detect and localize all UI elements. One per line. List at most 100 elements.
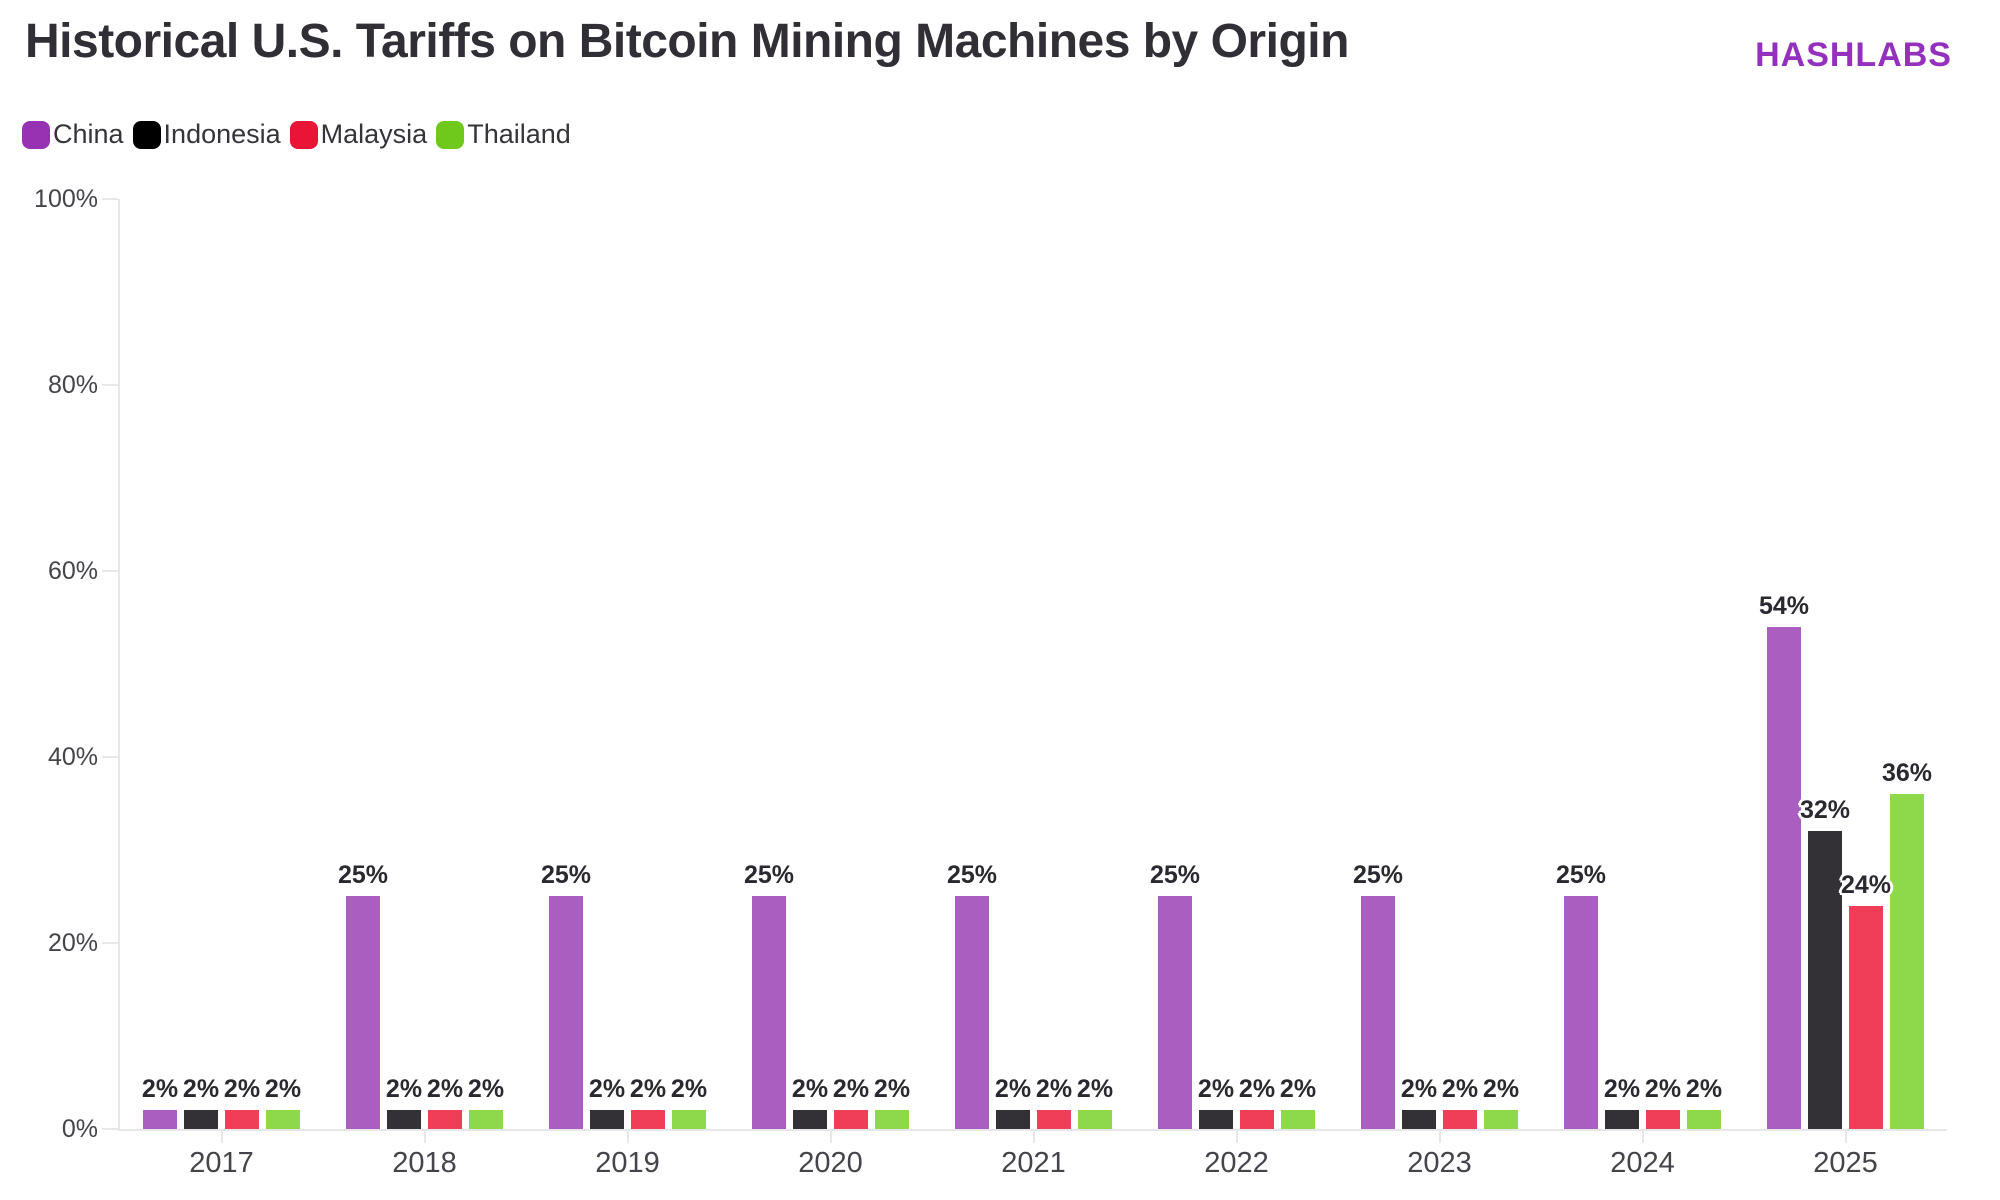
x-axis-label-2021: 2021	[1001, 1147, 1066, 1179]
bar-thailand-2022[interactable]	[1281, 1110, 1315, 1129]
bar-malaysia-2019[interactable]	[631, 1110, 665, 1129]
bar-indonesia-2017[interactable]	[184, 1110, 218, 1129]
bar-value-label: 2%	[223, 1075, 261, 1103]
y-axis-tick	[102, 756, 118, 758]
bar-thailand-2018[interactable]	[469, 1110, 503, 1129]
year-group-2019: 25% 2% 2% 2% 2019	[526, 199, 729, 1179]
y-axis-label: 0%	[61, 1115, 98, 1143]
bar-value-label: 2%	[467, 1075, 505, 1103]
bar-value-label: 2%	[426, 1075, 464, 1103]
bar-value-label: 2%	[1279, 1075, 1317, 1103]
y-axis-label: 40%	[47, 743, 98, 771]
bar-malaysia-2025[interactable]	[1849, 906, 1883, 1129]
y-axis-label: 80%	[47, 371, 98, 399]
y-axis-label: 60%	[47, 557, 98, 585]
year-group-2025: 54% 32% 24% 36% 2025	[1744, 199, 1947, 1179]
bar-value-label: 2%	[141, 1075, 179, 1103]
bar-value-label: 2%	[1035, 1075, 1073, 1103]
bar-indonesia-2018[interactable]	[387, 1110, 421, 1129]
bar-value-label: 2%	[629, 1075, 667, 1103]
legend-label: Malaysia	[320, 119, 428, 149]
x-axis-tick	[1641, 1131, 1644, 1143]
x-axis-label-2019: 2019	[595, 1147, 660, 1179]
bar-thailand-2024[interactable]	[1687, 1110, 1721, 1129]
bar-value-label: 2%	[791, 1075, 829, 1103]
bar-value-label: 36%	[1881, 759, 1933, 787]
bar-indonesia-2024[interactable]	[1605, 1110, 1639, 1129]
x-axis-label-2020: 2020	[798, 1147, 863, 1179]
legend-item-indonesia[interactable]: Indonesia	[132, 119, 281, 150]
legend-item-thailand[interactable]: Thailand	[436, 119, 571, 150]
bar-malaysia-2021[interactable]	[1037, 1110, 1071, 1129]
x-axis-tick	[829, 1131, 832, 1143]
bar-china-2022[interactable]	[1158, 896, 1192, 1129]
legend-item-china[interactable]: China	[22, 119, 124, 150]
bar-china-2018[interactable]	[346, 896, 380, 1129]
bar-value-label: 25%	[1149, 861, 1201, 889]
bar-indonesia-2020[interactable]	[793, 1110, 827, 1129]
bar-value-label: 2%	[1197, 1075, 1235, 1103]
bar-china-2024[interactable]	[1564, 896, 1598, 1129]
bar-value-label: 25%	[540, 861, 592, 889]
year-group-2022: 25% 2% 2% 2% 2022	[1135, 199, 1338, 1179]
x-axis-tick	[626, 1131, 629, 1143]
bar-malaysia-2018[interactable]	[428, 1110, 462, 1129]
bar-china-2019[interactable]	[549, 896, 583, 1129]
bar-thailand-2025[interactable]	[1890, 794, 1924, 1129]
y-axis-label: 100%	[34, 185, 98, 213]
bar-malaysia-2017[interactable]	[225, 1110, 259, 1129]
bar-china-2025[interactable]	[1767, 627, 1801, 1129]
bar-indonesia-2023[interactable]	[1402, 1110, 1436, 1129]
year-group-2017: 2% 2% 2% 2% 2017	[120, 199, 323, 1179]
x-axis-tick	[423, 1131, 426, 1143]
legend-item-malaysia[interactable]: Malaysia	[289, 119, 428, 150]
bar-malaysia-2023[interactable]	[1443, 1110, 1477, 1129]
x-axis-tick	[1032, 1131, 1035, 1143]
legend-swatch-icon	[132, 120, 161, 149]
bar-indonesia-2019[interactable]	[590, 1110, 624, 1129]
bar-thailand-2021[interactable]	[1078, 1110, 1112, 1129]
bar-value-label: 2%	[1482, 1075, 1520, 1103]
bar-indonesia-2025[interactable]	[1808, 831, 1842, 1129]
bar-china-2017[interactable]	[143, 1110, 177, 1129]
bar-thailand-2020[interactable]	[875, 1110, 909, 1129]
y-axis-tick	[102, 942, 118, 944]
year-group-2021: 25% 2% 2% 2% 2021	[932, 199, 1135, 1179]
page-title: Historical U.S. Tariffs on Bitcoin Minin…	[25, 15, 1349, 68]
bar-value-label: 2%	[588, 1075, 626, 1103]
bar-value-label: 2%	[385, 1075, 423, 1103]
legend-swatch-icon	[289, 120, 318, 149]
brand-logo: HASHLABS	[1755, 36, 1952, 74]
bar-groups: 2% 2% 2% 2% 2017 25% 2% 2% 2% 2018 25% 2% 2% 2% 2019 25…	[120, 199, 1947, 1179]
bar-value-label: 25%	[946, 861, 998, 889]
bar-thailand-2023[interactable]	[1484, 1110, 1518, 1129]
bar-malaysia-2020[interactable]	[834, 1110, 868, 1129]
legend-label: Thailand	[467, 119, 571, 149]
x-axis-tick	[1844, 1131, 1847, 1143]
bar-indonesia-2021[interactable]	[996, 1110, 1030, 1129]
bar-malaysia-2024[interactable]	[1646, 1110, 1680, 1129]
bar-china-2020[interactable]	[752, 896, 786, 1129]
year-group-2018: 25% 2% 2% 2% 2018	[323, 199, 526, 1179]
bar-malaysia-2022[interactable]	[1240, 1110, 1274, 1129]
bar-indonesia-2022[interactable]	[1199, 1110, 1233, 1129]
bar-thailand-2019[interactable]	[672, 1110, 706, 1129]
bar-value-label: 25%	[1352, 861, 1404, 889]
y-axis-label: 20%	[47, 929, 98, 957]
y-axis-tick	[102, 384, 118, 386]
bar-thailand-2017[interactable]	[266, 1110, 300, 1129]
bar-value-label: 2%	[832, 1075, 870, 1103]
x-axis-label-2018: 2018	[392, 1147, 457, 1179]
bar-value-label: 2%	[670, 1075, 708, 1103]
bar-value-label: 54%	[1758, 592, 1810, 620]
bar-china-2023[interactable]	[1361, 896, 1395, 1129]
x-axis-label-2022: 2022	[1204, 1147, 1269, 1179]
bar-value-label: 32%	[1799, 796, 1851, 824]
x-axis-label-2017: 2017	[189, 1147, 254, 1179]
bar-china-2021[interactable]	[955, 896, 989, 1129]
bar-value-label: 2%	[264, 1075, 302, 1103]
x-axis-label-2025: 2025	[1813, 1147, 1878, 1179]
year-group-2024: 25% 2% 2% 2% 2024	[1541, 199, 1744, 1179]
x-axis-label-2024: 2024	[1610, 1147, 1675, 1179]
